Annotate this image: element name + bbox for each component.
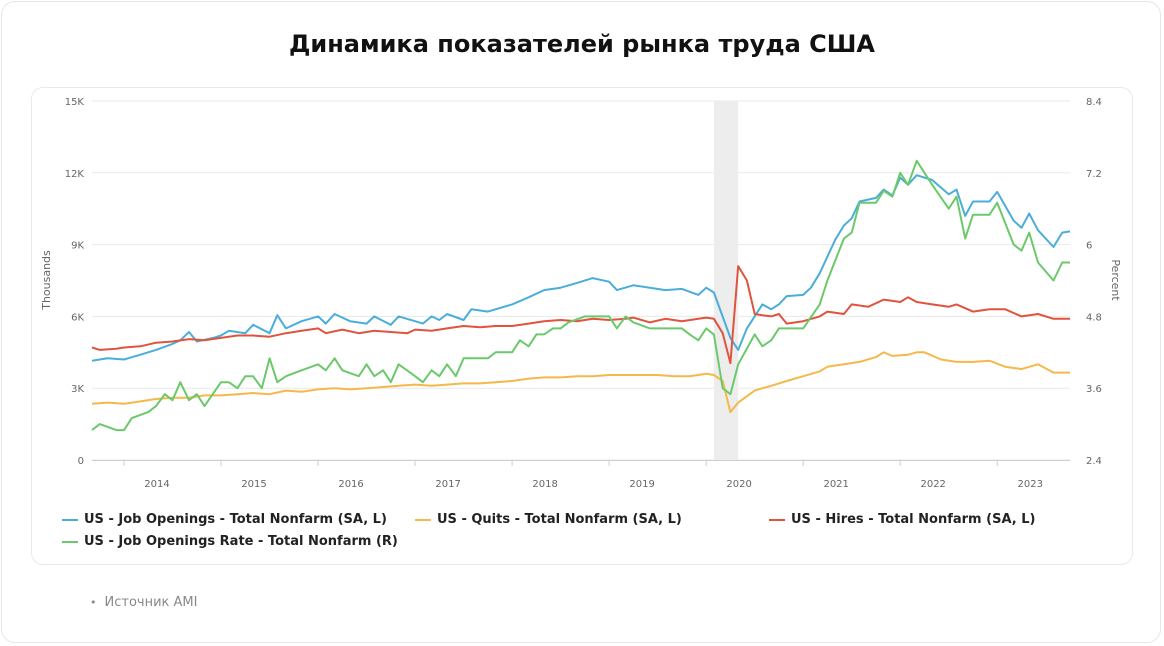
page-title: Динамика показателей рынка труда США: [289, 30, 875, 58]
y-right-tick-label: 8.4: [1086, 97, 1102, 108]
legend-label-hires: US - Hires - Total Nonfarm (SA, L): [791, 512, 1036, 527]
x-tick-label: 2017: [435, 479, 460, 490]
y-left-tick-label: 0: [78, 456, 84, 467]
y-left-tick-label: 12K: [65, 169, 85, 180]
bullet-icon: •: [90, 596, 97, 609]
axes: 0 3K 6K 9K 12K 15K 2.4 3.6 4.8 6 7.2 8.4 2014 2015 201…: [65, 97, 1102, 490]
gridlines: [92, 100, 1070, 461]
y-right-tick-label: 2.4: [1086, 456, 1102, 467]
y-left-tick-label: 9K: [71, 241, 84, 252]
series-line-0: [91, 174, 1071, 362]
series-line-3: [91, 159, 1070, 432]
legend-swatch-job-openings: [62, 518, 78, 521]
x-tick-label: 2023: [1018, 479, 1043, 490]
x-tick-label: 2018: [532, 479, 557, 490]
recession-shading: [713, 101, 739, 460]
y-axis-right-title: Percent: [1109, 259, 1122, 301]
line-chart: 0 3K 6K 9K 12K 15K 2.4 3.6 4.8 6 7.2 8.4 2014 2015 201…: [40, 97, 1122, 490]
y-left-tick-label: 15K: [65, 97, 85, 108]
series-lines: [91, 159, 1071, 432]
y-right-tick-label: 7.2: [1086, 169, 1102, 180]
source-label: Источник AMI: [104, 595, 198, 610]
legend-label-quits: US - Quits - Total Nonfarm (SA, L): [437, 512, 682, 527]
y-right-tick-label: 4.8: [1086, 312, 1102, 323]
legend-label-job-openings-rate: US - Job Openings Rate - Total Nonfarm (…: [84, 534, 398, 549]
y-left-tick-label: 3K: [71, 384, 84, 395]
legend-label-job-openings: US - Job Openings - Total Nonfarm (SA, L…: [84, 512, 387, 527]
chart-card: [31, 87, 1133, 565]
x-tick-label: 2016: [338, 479, 363, 490]
x-tick-label: 2020: [726, 479, 751, 490]
series-line-1: [91, 351, 1070, 414]
legend-item-job-openings-rate[interactable]: US - Job Openings Rate - Total Nonfarm (…: [62, 534, 398, 549]
x-tick-label: 2021: [823, 479, 848, 490]
legend-swatch-quits: [415, 518, 431, 521]
x-tick-label: 2022: [920, 479, 945, 490]
source-note: • Источник AMI: [90, 595, 197, 610]
y-left-tick-label: 6K: [71, 312, 84, 323]
y-right-tick-label: 3.6: [1086, 384, 1102, 395]
legend-swatch-hires: [769, 518, 785, 521]
y-axis-left-title: Thousands: [40, 250, 53, 311]
x-tick-label: 2019: [629, 479, 654, 490]
x-tick-label: 2014: [144, 479, 169, 490]
x-tick-label: 2015: [241, 479, 266, 490]
legend-item-quits[interactable]: US - Quits - Total Nonfarm (SA, L): [415, 512, 682, 527]
legend-swatch-job-openings-rate: [62, 540, 78, 543]
legend-item-hires[interactable]: US - Hires - Total Nonfarm (SA, L): [769, 512, 1035, 527]
y-right-tick-label: 6: [1086, 241, 1092, 252]
legend-item-job-openings[interactable]: US - Job Openings - Total Nonfarm (SA, L…: [62, 512, 387, 527]
